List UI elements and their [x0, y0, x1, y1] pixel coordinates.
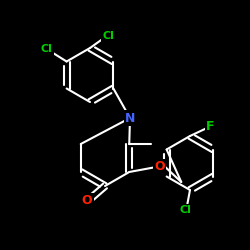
Text: O: O: [154, 160, 164, 173]
Text: O: O: [82, 194, 92, 207]
Text: Cl: Cl: [41, 44, 52, 54]
Text: Cl: Cl: [179, 205, 191, 215]
Text: Cl: Cl: [102, 31, 114, 41]
Text: N: N: [125, 112, 135, 124]
Text: F: F: [206, 120, 214, 132]
